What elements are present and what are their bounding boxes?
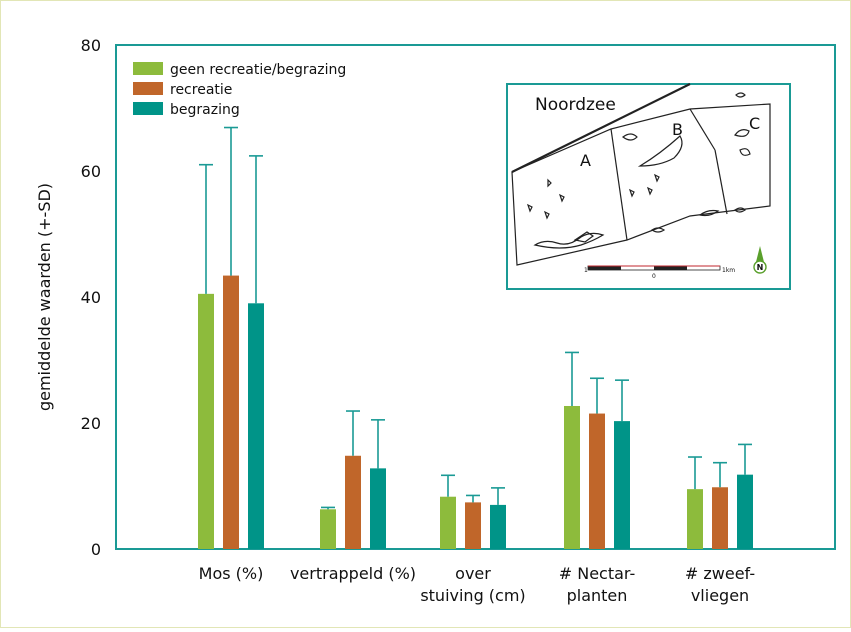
- y-tick-label: 20: [81, 414, 101, 433]
- y-tick-label: 0: [91, 540, 101, 559]
- error-bar: [441, 474, 455, 497]
- bar: [465, 502, 481, 549]
- x-tick-label: Mos (%): [199, 564, 264, 583]
- legend: geen recreatie/begrazing recreatie begrazi…: [133, 62, 346, 118]
- map-outline: [511, 83, 771, 266]
- scale-bar-mid-label: 0: [652, 273, 656, 280]
- legend-swatch: [133, 82, 163, 95]
- x-tick-label: # zweef-: [685, 564, 755, 583]
- error-bar: [713, 461, 727, 488]
- bar: [737, 474, 753, 549]
- legend-label: geen recreatie/begrazing: [170, 62, 346, 78]
- y-tick-label: 40: [81, 288, 101, 307]
- bar: [589, 413, 605, 549]
- north-label: N: [757, 263, 764, 272]
- error-bar: [346, 410, 360, 456]
- y-tick-label: 60: [81, 162, 101, 181]
- bar: [490, 504, 506, 549]
- zone-label-c: C: [749, 114, 760, 133]
- error-bar: [224, 126, 238, 276]
- scale-bar-start-label: 1: [584, 267, 588, 274]
- error-bar: [491, 487, 505, 505]
- bar: [198, 293, 214, 549]
- zone-label-b: B: [672, 120, 683, 139]
- inset-map-frame: [506, 83, 791, 290]
- bar: [320, 509, 336, 549]
- bar: [370, 468, 386, 549]
- inset-map: Noordzee A B C 1 0 1km N: [506, 83, 791, 290]
- bar: [687, 489, 703, 549]
- sea-label: Noordzee: [535, 95, 616, 115]
- x-tick-label: vliegen: [691, 586, 749, 605]
- north-arrow-icon: [753, 246, 767, 274]
- scale-bar-end-label: 1km: [722, 267, 735, 274]
- error-bar: [738, 443, 752, 475]
- legend-swatch: [133, 102, 163, 115]
- bar: [223, 275, 239, 549]
- y-axis-ticks: 0 20 40 60 80: [81, 36, 101, 559]
- error-bar: [466, 494, 480, 503]
- bar: [614, 421, 630, 549]
- error-bar: [615, 379, 629, 422]
- error-bar: [590, 377, 604, 414]
- bar: [248, 303, 264, 549]
- x-axis-labels: Mos (%) vertrappeld (%) over stuiving (cm) #…: [199, 564, 755, 605]
- bars: [198, 126, 753, 549]
- error-bar: [688, 456, 702, 490]
- x-tick-label: over: [455, 564, 491, 583]
- bar: [564, 405, 580, 549]
- bar: [440, 496, 456, 549]
- error-bar: [249, 155, 263, 304]
- error-bar: [565, 351, 579, 406]
- bar: [712, 487, 728, 549]
- error-bar: [371, 419, 385, 469]
- scale-bar: [587, 265, 721, 271]
- error-bar: [199, 163, 213, 294]
- legend-swatch: [133, 62, 163, 75]
- error-bar: [321, 506, 335, 510]
- x-tick-label: vertrappeld (%): [290, 564, 416, 583]
- x-tick-label: planten: [567, 586, 628, 605]
- y-tick-label: 80: [81, 36, 101, 55]
- bar: [345, 455, 361, 549]
- zone-label-a: A: [580, 151, 591, 170]
- x-tick-label: # Nectar-: [559, 564, 636, 583]
- x-tick-label: stuiving (cm): [420, 586, 525, 605]
- legend-label: recreatie: [170, 82, 232, 98]
- y-axis-label: gemiddelde waarden (+-SD): [35, 183, 54, 411]
- legend-label: begrazing: [170, 102, 240, 118]
